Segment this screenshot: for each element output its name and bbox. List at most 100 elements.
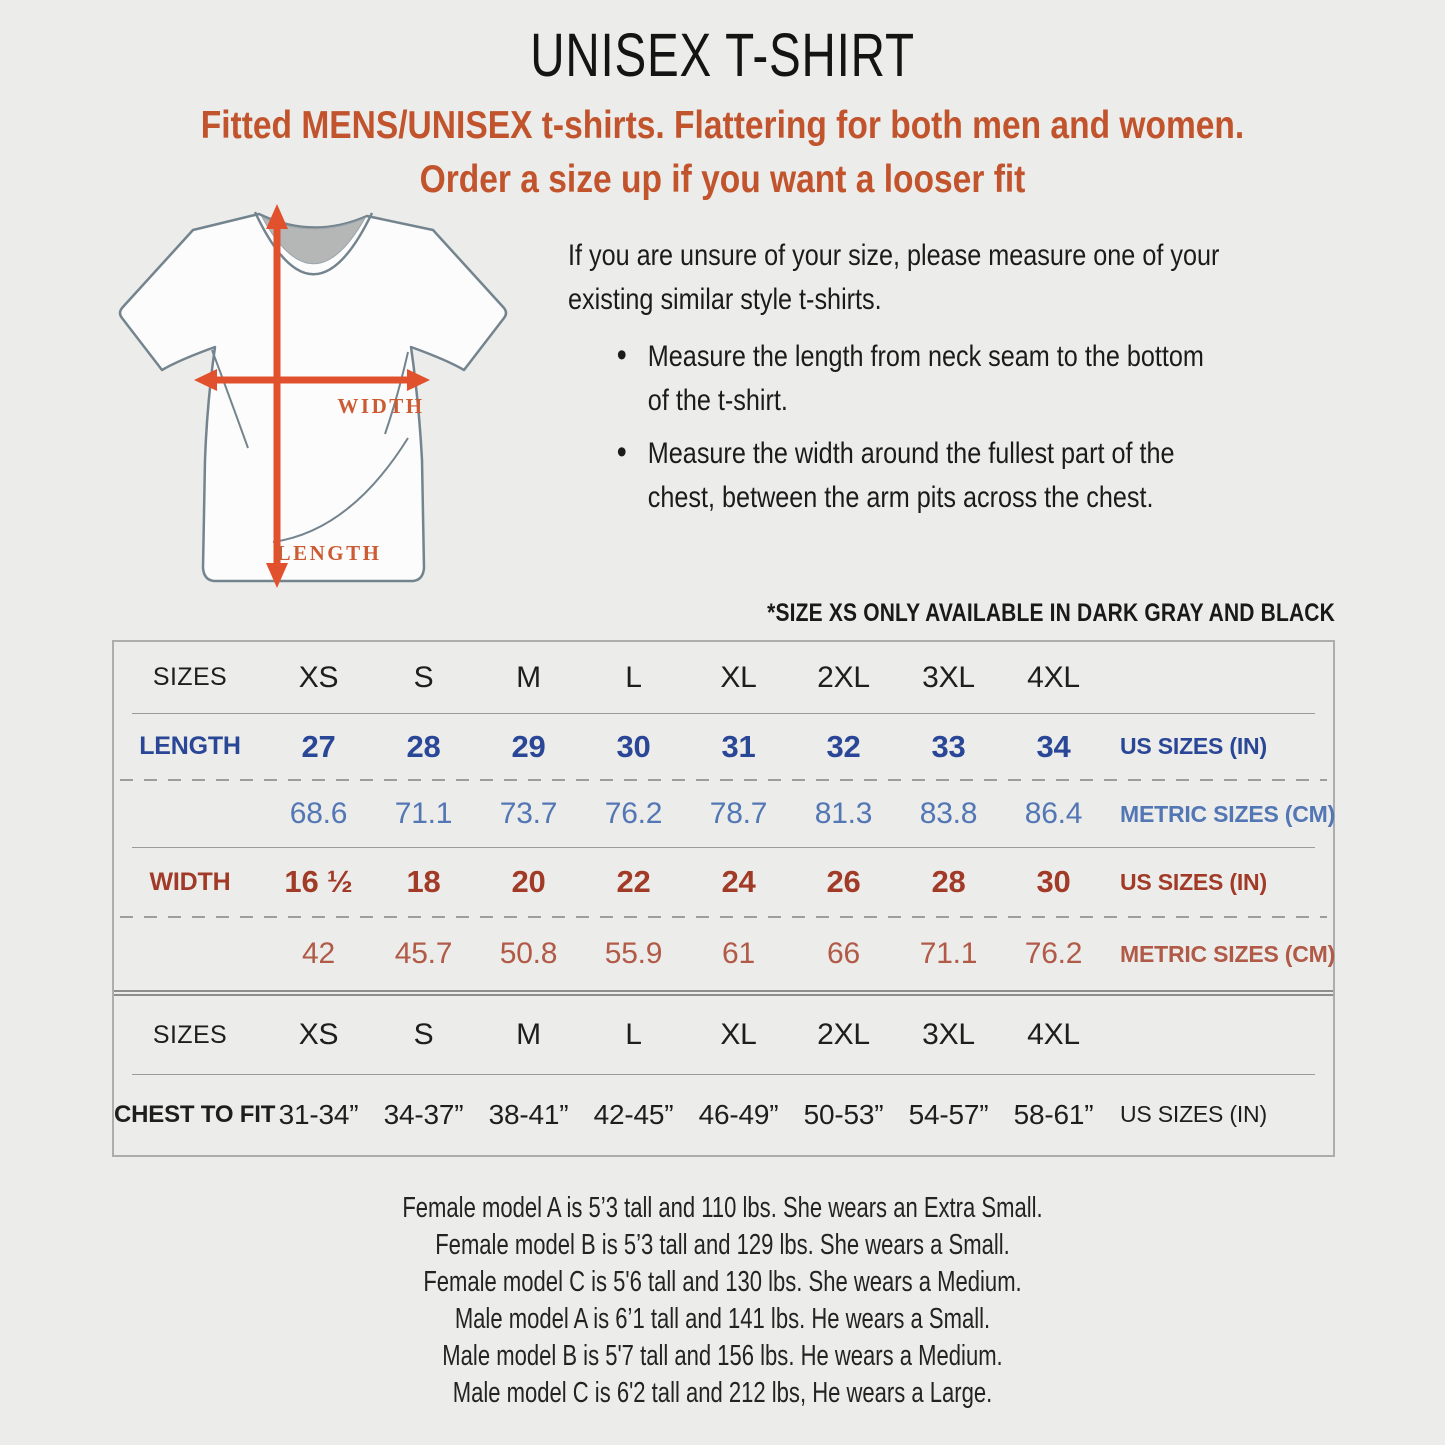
length-cm-unit: METRIC SIZES (CM) xyxy=(1120,800,1336,827)
width-us-value: 28 xyxy=(931,864,966,899)
fabric-crease-bottom xyxy=(272,437,409,543)
width-row-label: WIDTH xyxy=(149,867,231,896)
table-row-sizes-header: SIZES XS S M L XL 2XL 3XL 4XL xyxy=(114,642,1333,713)
size-col: 2XL xyxy=(817,660,870,694)
model-info-line: Female model B is 5’3 tall and 129 lbs. … xyxy=(435,1229,1010,1261)
row-divider-dashed xyxy=(120,779,1327,781)
table-row-sizes-repeat: SIZES XS S M L XL 2XL 3XL 4XL xyxy=(114,996,1333,1074)
chest-value: 50-53” xyxy=(803,1098,884,1130)
length-row-label: LENGTH xyxy=(139,732,241,760)
table-row-width-cm: 42 45.7 50.8 55.9 61 66 71.1 76.2 METRIC… xyxy=(114,918,1336,990)
row-divider-solid xyxy=(132,1074,1315,1075)
size-col: 3XL xyxy=(922,660,975,694)
length-cm-value: 76.2 xyxy=(604,797,663,830)
table-row-chest-to-fit: CHEST TO FIT 31-34” 34-37” 38-41” 42-45”… xyxy=(114,1075,1333,1154)
size-col: L xyxy=(625,1018,642,1051)
size-col: S xyxy=(413,660,434,694)
chest-value: 58-61” xyxy=(1013,1098,1094,1130)
chest-value: 54-57” xyxy=(908,1098,989,1130)
size-col: XL xyxy=(720,660,757,694)
width-cm-value: 50.8 xyxy=(499,937,558,970)
model-info-line: Female model C is 5'6 tall and 130 lbs. … xyxy=(423,1266,1022,1298)
size-col: 4XL xyxy=(1027,1018,1080,1051)
length-arrow xyxy=(266,204,288,588)
width-cm-value: 42 xyxy=(302,937,335,970)
collar-band xyxy=(253,211,374,276)
size-col: XL xyxy=(720,1018,757,1051)
size-col: 3XL xyxy=(922,1018,975,1051)
length-us-value: 34 xyxy=(1036,728,1071,764)
length-us-value: 28 xyxy=(406,728,441,764)
width-us-value: 26 xyxy=(826,864,861,899)
chest-value: 46-49” xyxy=(698,1098,779,1130)
width-us-value: 18 xyxy=(406,864,441,899)
sizes-header-label: SIZES xyxy=(152,1020,228,1049)
length-cm-value: 73.7 xyxy=(499,797,558,830)
chest-value: 38-41” xyxy=(488,1098,569,1130)
size-col: M xyxy=(516,1018,541,1051)
chest-value: 42-45” xyxy=(593,1098,674,1130)
width-arrow-label: WIDTH xyxy=(337,394,424,418)
page-subtitle: Fitted MENS/UNISEX t-shirts. Flattering … xyxy=(101,99,1344,207)
instruction-bullet-length: • Measure the length from neck seam to t… xyxy=(568,335,1374,423)
size-col: 4XL xyxy=(1027,660,1080,694)
table-row-length-cm: 68.6 71.1 73.7 76.2 78.7 81.3 83.8 86.4 … xyxy=(114,781,1336,847)
model-size-reference: Female model A is 5’3 tall and 110 lbs. … xyxy=(173,1190,1271,1412)
width-us-value: 30 xyxy=(1036,864,1071,899)
tshirt-measurement-diagram: WIDTH LENGTH xyxy=(118,204,508,588)
fabric-crease-right xyxy=(384,351,409,435)
tshirt-outline xyxy=(118,212,508,583)
chest-row-label: CHEST TO FIT xyxy=(114,1100,276,1128)
table-row-width-us: WIDTH 16 ½ 18 20 22 24 26 28 30 US SIZES… xyxy=(114,848,1333,916)
length-us-unit: US SIZES (IN) xyxy=(1120,733,1267,759)
length-us-value: 30 xyxy=(616,728,651,764)
width-us-value: 20 xyxy=(511,864,546,899)
measuring-instructions: If you are unsure of your size, please m… xyxy=(568,234,1374,529)
size-col: XS xyxy=(298,1018,339,1051)
length-cm-value: 83.8 xyxy=(919,797,978,830)
width-cm-value: 76.2 xyxy=(1024,937,1083,970)
size-col: L xyxy=(625,660,642,694)
width-cm-value: 71.1 xyxy=(919,937,978,970)
chest-unit: US SIZES (IN) xyxy=(1120,1101,1267,1127)
model-info-line: Male model B is 5'7 tall and 156 lbs. He… xyxy=(442,1340,1003,1372)
model-info-line: Male model A is 6’1 tall and 141 lbs. He… xyxy=(454,1303,991,1335)
width-cm-value: 66 xyxy=(827,937,860,970)
width-us-unit: US SIZES (IN) xyxy=(1120,868,1267,895)
subtitle-line-1: Fitted MENS/UNISEX t-shirts. Flattering … xyxy=(200,104,1245,147)
model-info-line: Female model A is 5’3 tall and 110 lbs. … xyxy=(402,1192,1043,1224)
bullet-icon: • xyxy=(616,336,627,374)
row-divider-dashed xyxy=(120,916,1327,918)
length-us-value: 33 xyxy=(931,728,966,764)
length-arrow-label: LENGTH xyxy=(277,541,382,565)
bullet-icon: • xyxy=(616,433,627,471)
fabric-crease-left xyxy=(211,349,249,449)
length-cm-value: 68.6 xyxy=(289,797,348,830)
length-us-value: 31 xyxy=(721,728,756,764)
length-cm-value: 81.3 xyxy=(814,797,873,830)
size-col: XS xyxy=(298,660,339,694)
size-col: S xyxy=(413,1018,434,1051)
chest-value: 34-37” xyxy=(383,1098,464,1130)
xs-availability-note: *SIZE XS ONLY AVAILABLE IN DARK GRAY AND… xyxy=(767,599,1335,627)
width-cm-value: 45.7 xyxy=(394,937,453,970)
length-cm-value: 86.4 xyxy=(1024,797,1083,830)
table-row-length-us: LENGTH 27 28 29 30 31 32 33 34 US SIZES … xyxy=(114,714,1333,779)
length-us-value: 29 xyxy=(511,728,546,764)
width-us-value: 16 ½ xyxy=(284,864,353,899)
width-arrow xyxy=(194,369,430,391)
length-cm-value: 71.1 xyxy=(394,797,453,830)
chest-value: 31-34” xyxy=(278,1098,359,1130)
row-divider-solid xyxy=(132,713,1315,714)
page-title: UNISEX T-SHIRT xyxy=(530,21,915,89)
size-chart-table: SIZES XS S M L XL 2XL 3XL 4XL LENGTH 27 … xyxy=(112,640,1335,1157)
width-cm-value: 55.9 xyxy=(604,937,663,970)
width-us-value: 22 xyxy=(616,864,651,899)
width-cm-unit: METRIC SIZES (CM) xyxy=(1120,940,1336,967)
size-col: M xyxy=(516,660,541,694)
section-divider-double xyxy=(114,990,1333,996)
size-col: 2XL xyxy=(817,1018,870,1051)
width-us-value: 24 xyxy=(721,864,756,899)
sizes-header-label: SIZES xyxy=(152,663,228,691)
